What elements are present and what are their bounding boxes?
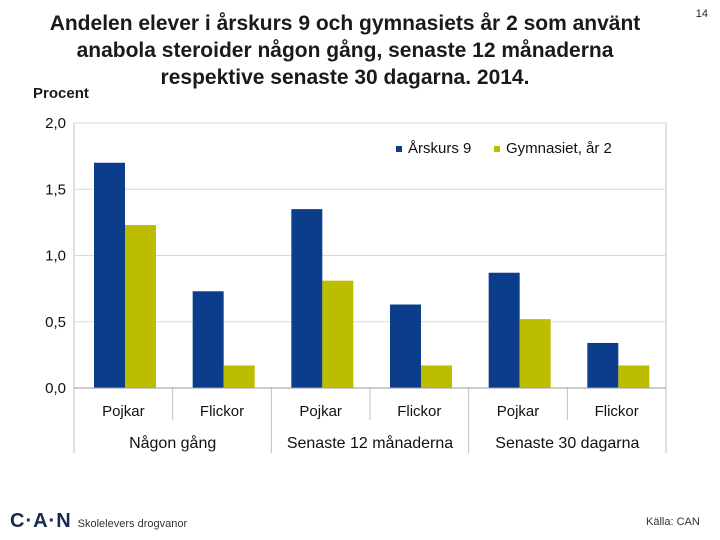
- chart-title-line-2: anabola steroider någon gång, senaste 12…: [76, 39, 614, 62]
- chart-title: Andelen elever i årskurs 9 och gymnasiet…: [30, 10, 660, 91]
- bar-gymnasiet-5: [618, 365, 650, 388]
- chart-title-line-3: respektive senaste 30 dagarna. 2014.: [160, 66, 530, 89]
- bar-gymnasiet-0: [125, 225, 156, 388]
- bar-arskurs9-0: [94, 162, 125, 388]
- footer-source: Källa: CAN: [646, 516, 700, 528]
- legend-swatch-0: [396, 146, 402, 152]
- group-label: Senaste 30 dagarna: [495, 435, 639, 452]
- y-tick-label: 2,0: [45, 115, 66, 132]
- bar-arskurs9-5: [587, 342, 619, 388]
- bar-arskurs9-4: [488, 272, 520, 388]
- bar-arskurs9-1: [192, 291, 224, 388]
- legend-label-0: Årskurs 9: [408, 140, 471, 157]
- x-tick-label: Flickor: [200, 403, 244, 420]
- chart-title-line-1: Andelen elever i årskurs 9 och gymnasiet…: [49, 12, 641, 35]
- slide-number: 14: [695, 8, 708, 20]
- footer-brand: C·A·N Skolelevers drogvanor: [10, 510, 187, 533]
- x-tick-label: Flickor: [397, 403, 441, 420]
- bar-gymnasiet-1: [223, 365, 255, 388]
- y-axis-label: Procent: [33, 85, 89, 102]
- legend-swatch-1: [494, 146, 500, 152]
- x-tick-label: Pojkar: [102, 403, 145, 420]
- y-tick-label: 1,0: [45, 248, 66, 265]
- x-tick-label: Flickor: [595, 403, 639, 420]
- x-tick-label: Pojkar: [299, 403, 342, 420]
- bar-gymnasiet-4: [519, 319, 551, 388]
- y-tick-label: 1,5: [45, 181, 66, 198]
- group-label: Någon gång: [129, 434, 216, 452]
- bar-arskurs9-3: [390, 304, 421, 388]
- y-tick-label: 0,0: [45, 380, 66, 397]
- legend-label-1: Gymnasiet, år 2: [506, 140, 612, 157]
- x-tick-label: Pojkar: [497, 403, 540, 420]
- group-label: Senaste 12 månaderna: [287, 434, 453, 452]
- y-tick-label: 0,5: [45, 314, 66, 331]
- bar-gymnasiet-3: [421, 365, 452, 388]
- bar-arskurs9-2: [291, 209, 323, 388]
- can-logo: C·A·N: [10, 510, 72, 532]
- footer-left-text: Skolelevers drogvanor: [77, 517, 188, 530]
- bar-gymnasiet-2: [322, 280, 354, 388]
